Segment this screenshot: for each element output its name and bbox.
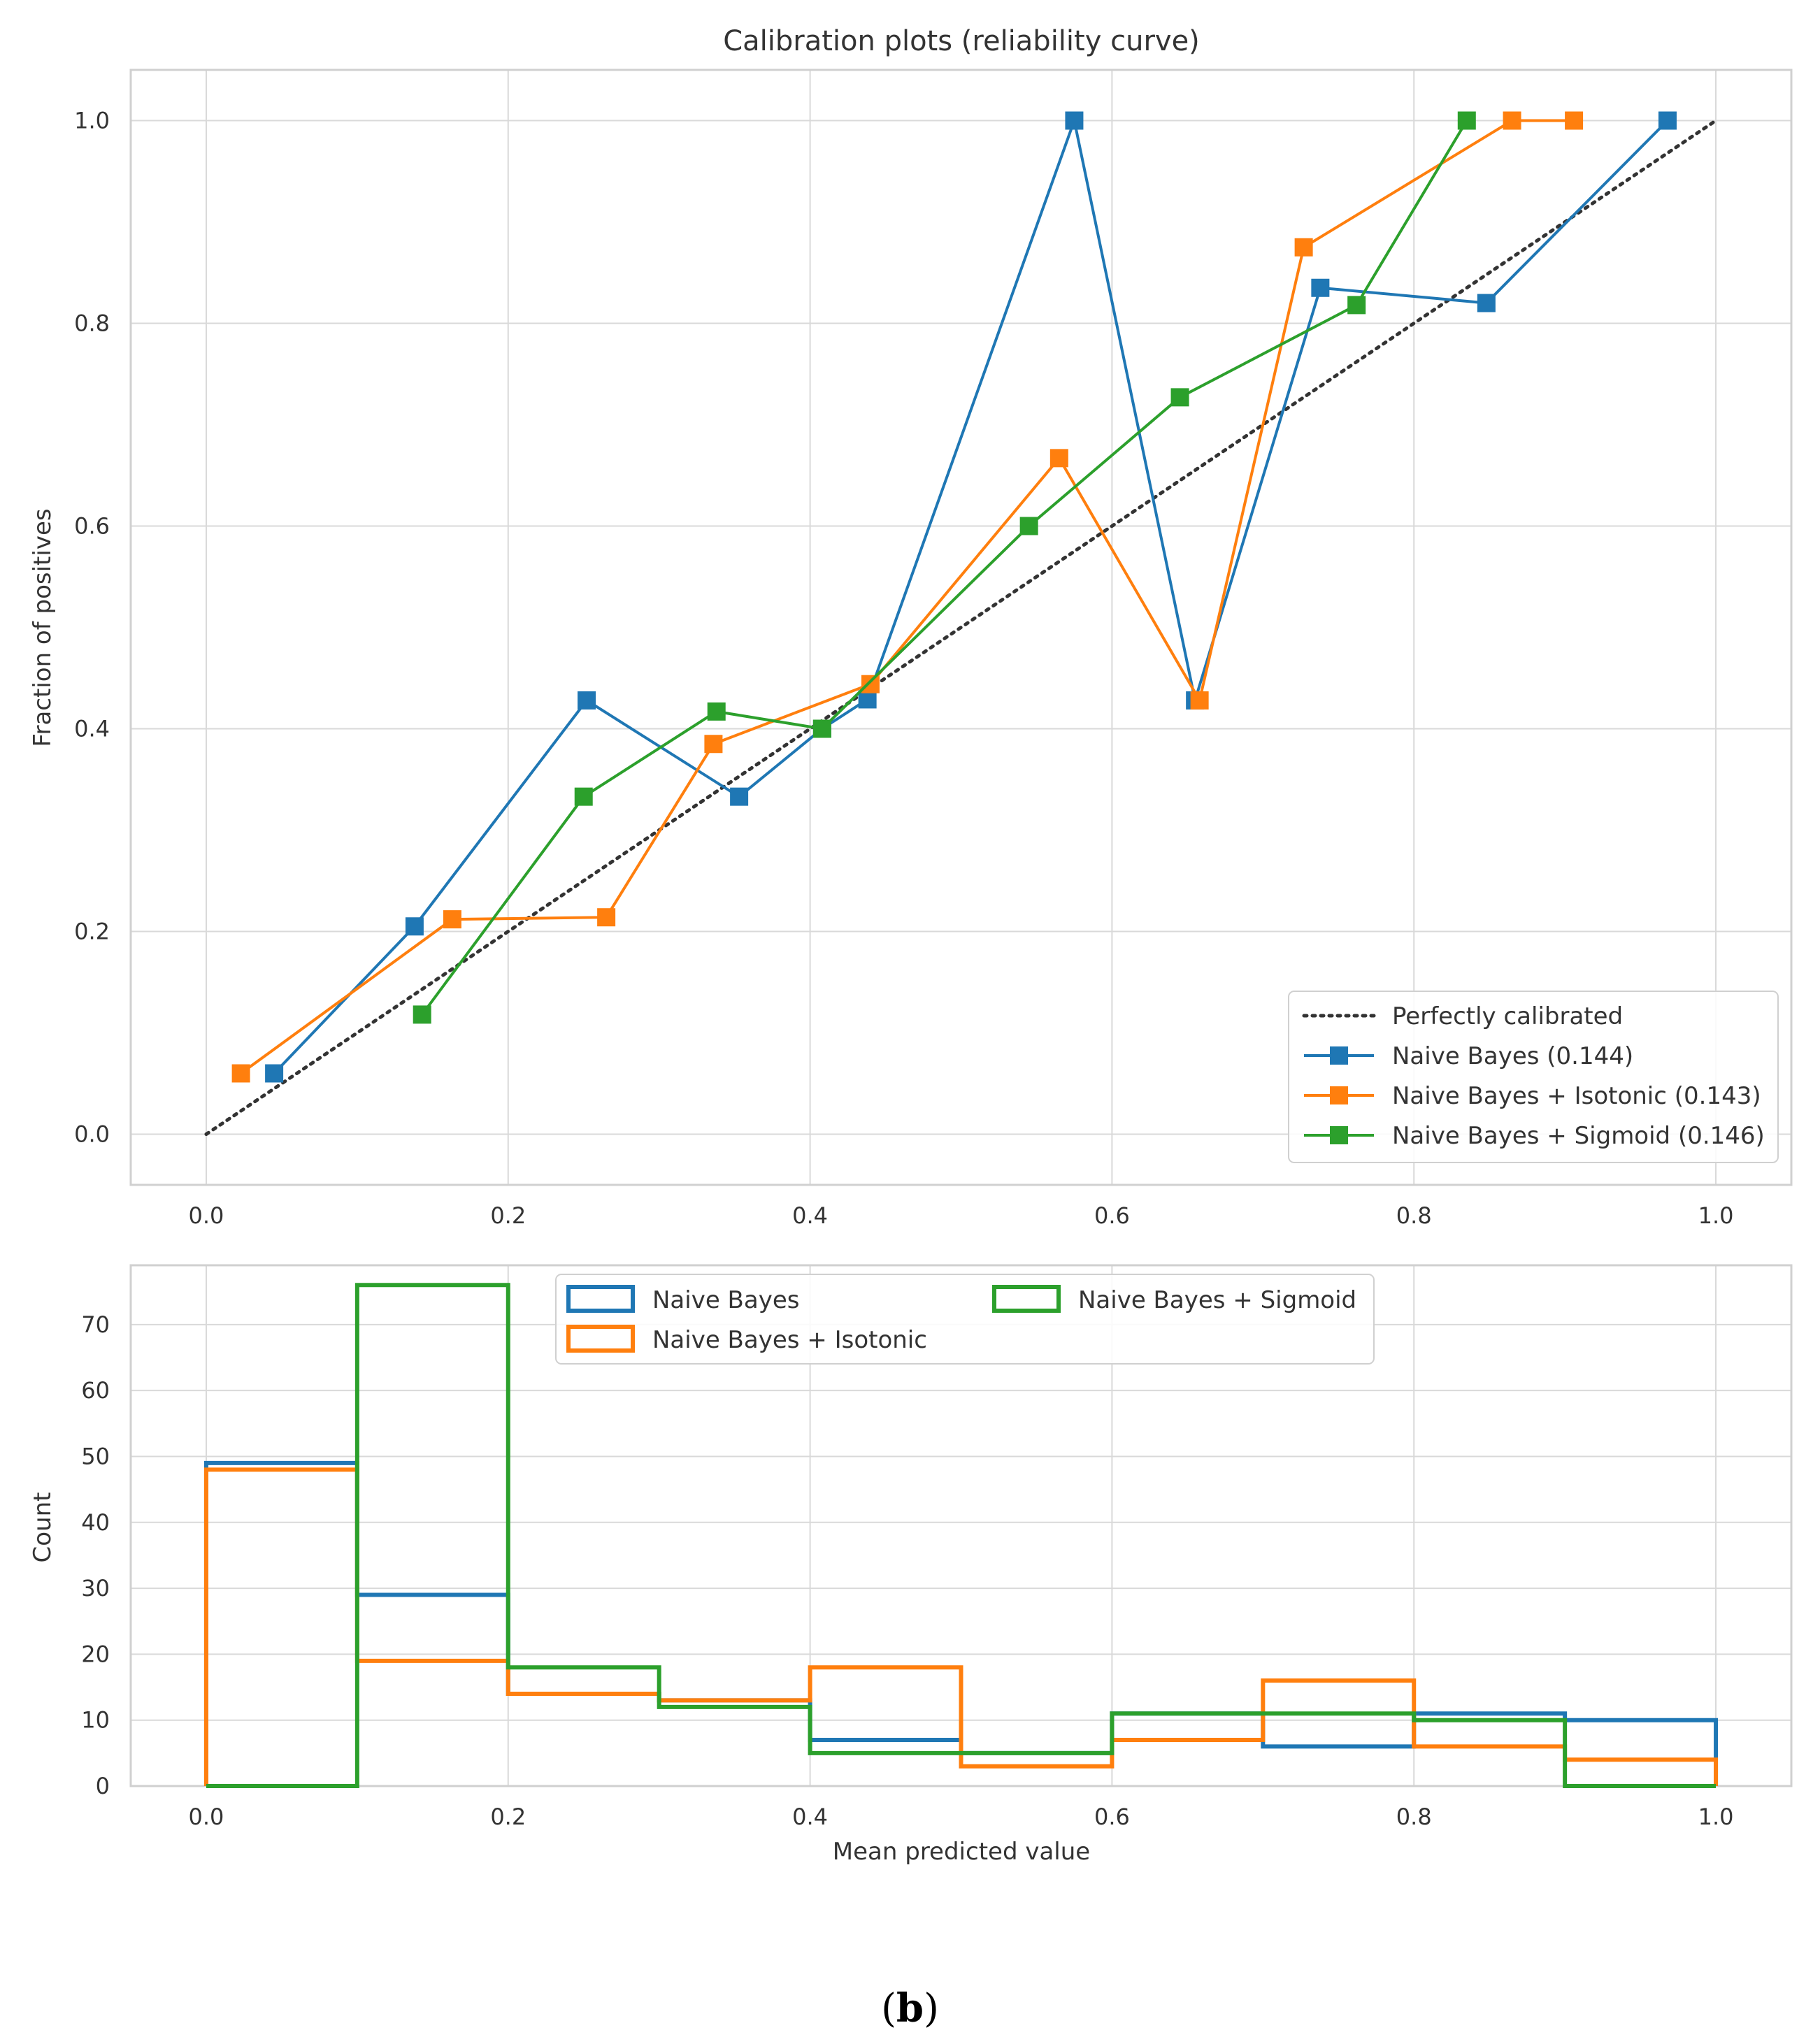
legend-box [1288,991,1779,1163]
histogram-step-2 [206,1283,1717,1788]
legend-label: Naive Bayes + Isotonic (0.143) [1392,1082,1761,1110]
series-2-point [1294,238,1313,257]
series-1-point [578,691,596,710]
series-1-point [730,787,749,806]
series-1-point [1065,111,1084,130]
legend-swatch-0 [566,1285,635,1313]
legend-swatch-2 [992,1285,1061,1313]
calibration-series [204,111,1718,1136]
series-line-3 [421,120,1468,1016]
series-3-point [413,1005,431,1024]
legend-box [555,1274,1375,1365]
legend-label: Naive Bayes [652,1286,799,1314]
series-2-point [597,908,616,927]
histogram-step-1 [203,1467,1719,1786]
histogram-series [203,1283,1719,1788]
y-tick-label: 1.0 [74,108,110,134]
calibration-legend: Perfectly calibrated Naive Bayes (0.144) N… [1288,991,1779,1163]
histogram-y-axis-label: Count [29,1492,57,1563]
y-tick-label: 30 [81,1575,110,1602]
series-line-2 [240,119,1575,1075]
series-2-point [1503,111,1521,130]
y-tick-label: 0.6 [74,513,110,540]
calibration-tick-labels: 0.0 0.2 0.4 0.6 0.8 1.0 0.0 0.2 0.4 0.6 0.8 1.0 [74,108,1733,1230]
histogram-tick-labels: 0.0 0.2 0.4 0.6 0.8 1.0 0 10 20 30 40 50 60 70 [81,1311,1733,1830]
y-tick-label: 50 [81,1443,110,1469]
series-3-point [1457,111,1476,130]
series-3-point [574,787,593,806]
series-3-point [812,719,831,738]
y-tick-label: 70 [81,1311,110,1338]
calibration-plot-frame [129,69,1793,1186]
y-tick-label: 40 [81,1509,110,1536]
histogram-legend: Naive Bayes Naive Bayes + Isotonic Naive B… [555,1274,1375,1365]
x-tick-label: 0.0 [189,1804,224,1830]
series-2-point [1190,691,1209,710]
x-tick-label: 1.0 [1698,1804,1734,1830]
series-3-point [1347,296,1366,315]
x-tick-label: 0.4 [792,1202,828,1229]
y-tick-label: 0.8 [74,310,110,337]
legend-label: Perfectly calibrated [1392,1002,1623,1030]
series-3-point [707,702,726,721]
figure-caption: (b) [0,1985,1820,2031]
y-tick-label: 60 [81,1377,110,1404]
x-tick-label: 0.0 [189,1202,224,1229]
series-3-point [1170,388,1189,407]
x-tick-label: 0.4 [792,1804,828,1830]
legend-label: Naive Bayes (0.144) [1392,1042,1633,1070]
legend-label: Naive Bayes + Sigmoid [1078,1286,1356,1314]
x-tick-label: 0.2 [490,1202,526,1229]
histogram-x-axis-label: Mean predicted value [833,1838,1090,1866]
caption-open: ( [881,1986,896,2031]
y-tick-label: 10 [81,1707,110,1734]
y-tick-label: 0.2 [74,919,110,945]
y-tick-label: 20 [81,1641,110,1667]
legend-marker-2 [1330,1086,1348,1104]
series-2-point [1565,111,1584,130]
series-1-point [858,690,877,709]
calibration-grid [131,70,1791,1185]
series-1-point [1477,294,1496,312]
series-1-point [265,1064,284,1083]
y-tick-label: 0 [96,1773,110,1799]
x-tick-label: 0.2 [490,1804,526,1830]
legend-marker-3 [1330,1126,1348,1144]
caption-letter: b [896,1985,924,2031]
series-2-point [443,910,461,929]
x-tick-label: 0.8 [1396,1804,1432,1830]
legend-swatch-1 [566,1325,635,1353]
series-line-0 [204,119,1718,1136]
caption-close: ) [924,1986,939,2031]
histogram-plot-frame [129,1264,1793,1787]
series-2-point [861,675,880,693]
series-2-point [231,1064,250,1083]
calibration-y-axis-label: Fraction of positives [29,508,57,747]
x-tick-label: 0.6 [1094,1804,1130,1830]
legend-marker-1 [1330,1046,1348,1065]
series-2-point [1049,449,1068,468]
series-3-point [1019,517,1038,535]
series-1-point [1658,111,1677,130]
calibration-plot: Calibration plots (reliability curve) 0.… [29,25,1793,1230]
calibration-plot-title: Calibration plots (reliability curve) [723,25,1200,57]
legend-label: Naive Bayes + Isotonic [652,1326,927,1354]
y-tick-label: 0.0 [74,1121,110,1148]
x-tick-label: 0.6 [1094,1202,1130,1229]
series-1-point [1311,278,1330,297]
y-tick-label: 0.4 [74,716,110,742]
x-tick-label: 0.8 [1396,1202,1432,1229]
series-2-point [704,735,723,754]
legend-label: Naive Bayes + Sigmoid (0.146) [1392,1122,1765,1150]
x-tick-label: 1.0 [1698,1202,1734,1229]
series-1-point [405,917,424,936]
